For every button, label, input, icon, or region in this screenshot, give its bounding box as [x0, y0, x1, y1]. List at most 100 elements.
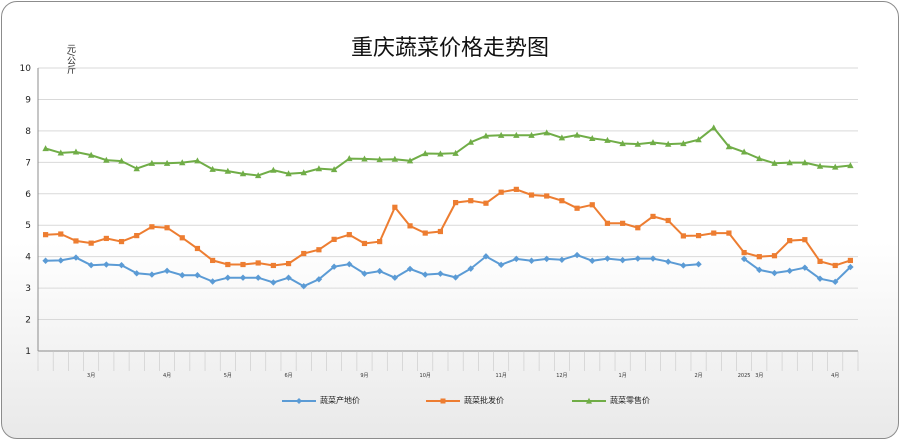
data-point: [103, 261, 110, 268]
data-point: [452, 149, 459, 156]
data-point: [209, 165, 216, 172]
data-point: [270, 279, 277, 286]
data-point: [847, 263, 854, 271]
data-point: [209, 278, 216, 285]
data-point: [194, 272, 201, 279]
data-point: [330, 166, 338, 173]
data-point: [573, 251, 581, 259]
data-point: [497, 261, 505, 269]
legend-label: 蔬菜批发价: [464, 396, 504, 405]
data-point: [437, 150, 444, 157]
data-point: [330, 263, 338, 270]
data-point: [300, 283, 307, 290]
legend-item: 蔬菜零售价: [571, 395, 650, 406]
data-point: [88, 240, 94, 246]
data-point: [528, 192, 535, 198]
data-point: [407, 223, 413, 229]
data-point: [801, 159, 809, 166]
data-point: [528, 131, 535, 138]
data-point: [604, 220, 611, 226]
data-point: [72, 148, 80, 155]
legend-item: 蔬菜产地价: [281, 395, 360, 406]
data-point: [87, 151, 95, 158]
y-tick-label: 7: [25, 158, 31, 168]
data-point: [756, 155, 763, 162]
month-label: 5月: [224, 373, 232, 379]
data-point: [467, 138, 474, 145]
data-point: [239, 274, 247, 281]
data-point: [315, 165, 323, 172]
data-point: [467, 265, 474, 272]
data-point: [270, 166, 277, 173]
y-tick-label: 3: [25, 284, 31, 294]
data-point: [42, 145, 49, 152]
month-label: 2025: [738, 373, 751, 379]
data-point: [771, 253, 778, 259]
data-point: [224, 274, 232, 281]
data-point: [422, 230, 428, 236]
data-point: [802, 237, 808, 243]
data-point: [740, 255, 748, 263]
data-point: [756, 266, 763, 274]
data-point: [134, 232, 140, 239]
data-point: [391, 274, 399, 281]
data-point: [376, 156, 383, 163]
data-point: [133, 165, 140, 172]
data-point: [391, 155, 399, 162]
data-point: [103, 156, 110, 163]
data-point: [513, 131, 520, 138]
data-point: [619, 140, 626, 147]
data-point: [847, 257, 854, 264]
data-point: [179, 159, 186, 166]
legend: 蔬菜产地价 蔬菜批发价 蔬菜零售价: [0, 395, 900, 409]
data-point: [224, 167, 232, 174]
data-point: [57, 149, 64, 156]
data-point: [741, 249, 747, 256]
data-point: [726, 230, 732, 236]
month-label: 9月: [360, 373, 368, 379]
month-label: 6月: [284, 373, 292, 379]
data-point: [315, 276, 323, 283]
data-point: [148, 159, 156, 166]
data-point: [558, 134, 566, 141]
data-point: [468, 198, 474, 204]
data-point: [604, 255, 611, 262]
data-point: [57, 257, 64, 264]
data-point: [254, 274, 262, 281]
data-point: [149, 224, 155, 230]
data-point: [163, 159, 171, 166]
data-point: [756, 254, 762, 260]
data-point: [300, 169, 307, 176]
legend-swatch: [426, 398, 460, 403]
data-point: [710, 124, 717, 131]
data-point: [316, 247, 322, 253]
data-point: [528, 257, 535, 264]
data-point: [392, 204, 398, 210]
data-point: [771, 159, 778, 166]
legend-swatch: [282, 397, 316, 404]
data-point: [483, 200, 489, 206]
data-point: [58, 231, 64, 237]
data-point: [270, 262, 276, 269]
y-tick-label: 8: [25, 127, 31, 137]
data-point: [513, 255, 520, 263]
data-point: [87, 261, 95, 269]
data-point: [498, 189, 504, 195]
data-point: [42, 232, 49, 238]
data-point: [649, 255, 657, 262]
month-label: 3月: [755, 373, 763, 379]
data-point: [650, 213, 656, 220]
data-point: [832, 163, 839, 170]
data-point: [695, 261, 702, 268]
data-point: [604, 136, 611, 143]
data-point: [118, 238, 125, 245]
series-line: [45, 126, 851, 177]
data-point: [254, 172, 262, 179]
data-point: [711, 230, 717, 236]
data-point: [817, 258, 823, 264]
data-point: [163, 267, 171, 275]
data-point: [558, 256, 566, 264]
data-point: [589, 135, 596, 142]
data-point: [680, 140, 687, 147]
